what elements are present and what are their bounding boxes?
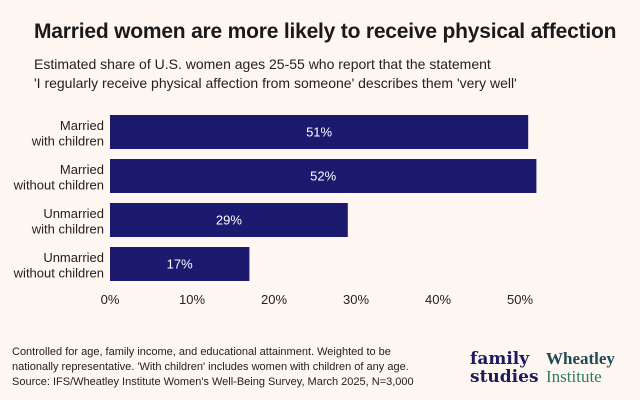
- bar: [110, 203, 348, 237]
- footnote-line-2: nationally representative. 'With childre…: [12, 361, 409, 373]
- family-studies-logo: family studies: [470, 350, 539, 386]
- bar-value-label: 51%: [306, 125, 332, 140]
- x-tick-label: 40%: [425, 292, 451, 307]
- subtitle-line-1: Estimated share of U.S. women ages 25-55…: [34, 56, 491, 72]
- bar: [110, 247, 250, 281]
- category-label: Unmarried: [43, 250, 104, 265]
- wheatley-logo-line-1: Wheatley: [546, 349, 615, 368]
- wheatley-institute-logo: Wheatley Institute: [546, 350, 615, 386]
- x-tick-label: 30%: [343, 292, 369, 307]
- bar: [110, 159, 537, 193]
- bar-value-label: 29%: [216, 213, 242, 228]
- category-label: with children: [31, 222, 104, 237]
- bar: [110, 115, 529, 149]
- chart-title: Married women are more likely to receive…: [34, 20, 617, 43]
- footnote-line-3: Source: IFS/Wheatley Institute Women's W…: [12, 376, 414, 388]
- chart-subtitle: Estimated share of U.S. women ages 25-55…: [34, 55, 624, 93]
- category-label: Unmarried: [43, 206, 104, 221]
- bar-value-label: 17%: [167, 257, 193, 272]
- footnote-line-1: Controlled for age, family income, and e…: [12, 346, 391, 358]
- bar-value-label: 52%: [310, 169, 336, 184]
- category-label: without children: [13, 178, 104, 193]
- x-tick-label: 50%: [507, 292, 533, 307]
- category-label: Married: [60, 118, 104, 133]
- family-studies-logo-line-2: studies: [470, 367, 539, 387]
- chart-footnote: Controlled for age, family income, and e…: [12, 345, 462, 390]
- x-tick-label: 20%: [261, 292, 287, 307]
- category-label: Married: [60, 162, 104, 177]
- category-label: with children: [31, 134, 104, 149]
- x-tick-label: 10%: [179, 292, 205, 307]
- wheatley-logo-line-2: Institute: [546, 367, 602, 386]
- subtitle-line-2: 'I regularly receive physical affection …: [34, 75, 517, 91]
- category-label: without children: [13, 266, 104, 281]
- family-studies-logo-line-1: family: [470, 349, 530, 369]
- x-tick-label: 0%: [101, 292, 120, 307]
